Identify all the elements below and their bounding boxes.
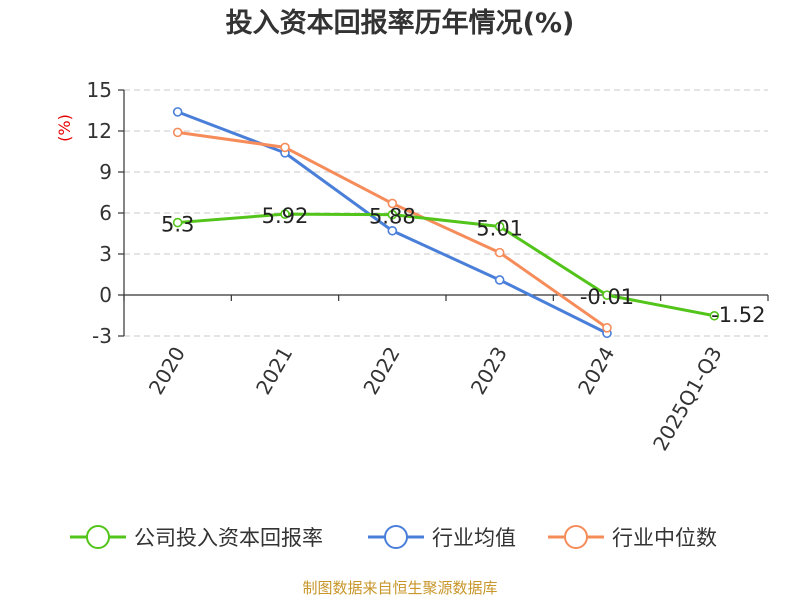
data-point [709,310,720,321]
source-note: 制图数据来自恒生聚源数据库 [302,579,497,597]
data-point [387,198,398,209]
data-label: 5.01 [476,217,523,241]
data-point [172,217,183,228]
y-tick-label: -3 [92,324,112,348]
data-point [172,107,183,117]
legend-label: 行业均值 [432,526,516,550]
data-label: -0.01 [580,285,634,309]
data-point [280,209,290,219]
x-tick-label: 2023 [466,342,512,398]
y-tick-label: 9 [99,160,112,184]
data-label: 5.3 [161,213,194,237]
y-tick-label: 6 [99,201,112,225]
y-tick-label: 0 [99,283,112,307]
x-tick-label: 2020 [144,343,190,399]
data-point [602,290,612,300]
data-point [494,221,505,232]
data-point [602,322,612,333]
chart-title: 投入资本回报率历年情况(%) [226,7,575,39]
legend-marker [384,525,408,549]
data-point [387,209,398,220]
y-axis-label: (%) [55,114,74,142]
y-tick-label: 3 [99,242,112,266]
data-point [494,247,505,258]
data-point [172,127,183,138]
data-point [494,275,505,285]
series-lines [172,107,720,339]
legend-label: 行业中位数 [612,526,717,550]
series-line-0 [177,212,715,318]
legend-label: 公司投入资本回报率 [134,526,323,550]
x-tick-label: 2024 [573,343,619,399]
data-label: 5.92 [262,204,309,228]
legend-marker [564,525,588,549]
y-tick-label: 12 [87,119,112,143]
x-tick-label: 2021 [251,343,297,399]
data-point [280,142,290,153]
y-tick-label: 15 [87,78,112,102]
x-tick-label: 2025Q1-Q3 [648,343,727,455]
legend-marker [86,525,110,549]
data-label: -1.52 [711,303,765,327]
data-labels: 5.3 5.92 5.88 5.01 -0.01 -1.52 [161,204,766,327]
data-label: 5.88 [369,205,416,229]
x-tick-label: 2022 [358,343,404,399]
legend: 公司投入资本回报率 行业均值 行业中位数 [70,525,717,550]
data-point [387,225,398,236]
